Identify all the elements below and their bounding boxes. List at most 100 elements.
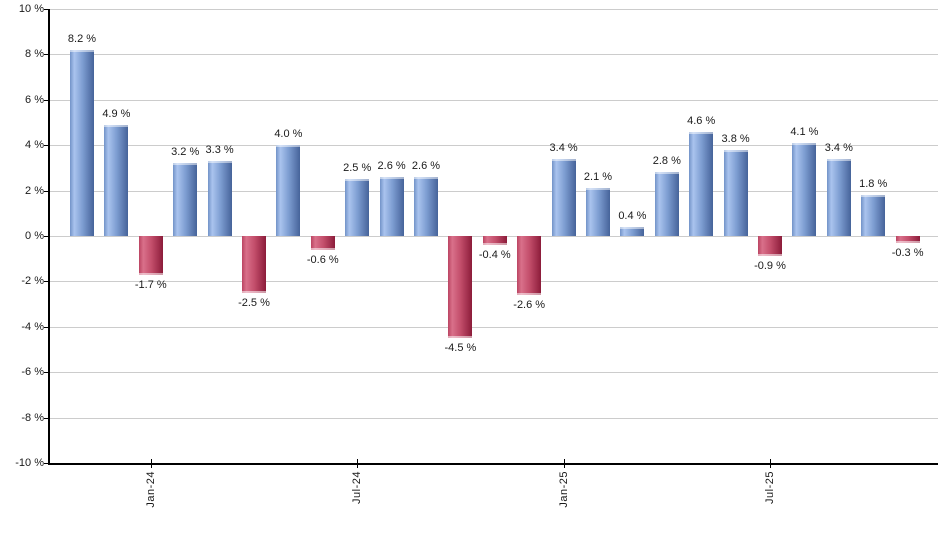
bar-cap-top bbox=[551, 158, 576, 161]
bar-cap-bottom bbox=[517, 293, 542, 296]
bar-value-label: 2.6 % bbox=[411, 159, 441, 172]
bar-cap-bottom bbox=[242, 290, 266, 293]
bar-value-label: 2.8 % bbox=[652, 155, 681, 168]
gridline bbox=[50, 190, 938, 192]
gridline bbox=[50, 326, 938, 328]
y-axis-tick bbox=[44, 9, 50, 10]
bar-value-label: -0.4 % bbox=[478, 249, 511, 262]
bar-value-label: 0.4 % bbox=[618, 209, 647, 222]
bar-cap-bottom bbox=[448, 336, 473, 339]
bar bbox=[138, 236, 163, 275]
bar bbox=[689, 131, 714, 236]
bar-cap-top bbox=[379, 176, 404, 179]
bar-cap-bottom bbox=[482, 243, 507, 246]
bar bbox=[654, 172, 679, 236]
bar bbox=[276, 145, 301, 236]
bar-cap-bottom bbox=[138, 272, 163, 275]
x-axis-tick bbox=[357, 459, 359, 468]
bar bbox=[242, 236, 266, 293]
gridline bbox=[50, 417, 938, 419]
bar-cap-top bbox=[861, 195, 886, 198]
bar-value-label: -0.3 % bbox=[891, 246, 924, 259]
bar-value-label: 2.5 % bbox=[343, 162, 372, 175]
bar-value-label: 2.1 % bbox=[583, 171, 613, 184]
y-axis-label: 10 % bbox=[18, 3, 44, 15]
bar bbox=[379, 176, 404, 236]
bar bbox=[482, 236, 507, 246]
bar-cap-top bbox=[723, 149, 748, 152]
bar bbox=[861, 195, 886, 236]
bar bbox=[826, 158, 851, 236]
y-axis-label: -10 % bbox=[15, 457, 44, 469]
x-axis-tick-label: Jul-25 bbox=[762, 471, 778, 504]
bar-cap-top bbox=[792, 142, 817, 145]
gridline bbox=[50, 281, 938, 283]
gridline bbox=[50, 145, 938, 147]
bar-value-label: 3.4 % bbox=[549, 141, 578, 154]
y-axis-tick bbox=[44, 54, 50, 56]
bar-value-label: 4.6 % bbox=[687, 114, 716, 127]
bar-value-label: 4.0 % bbox=[274, 128, 303, 141]
y-axis-tick bbox=[44, 281, 50, 283]
y-axis-tick bbox=[44, 99, 50, 101]
bar-value-label: -0.6 % bbox=[306, 253, 339, 266]
bar bbox=[895, 236, 920, 243]
bar-value-label: 2.6 % bbox=[377, 159, 406, 172]
bar-value-label: -2.5 % bbox=[238, 296, 270, 309]
y-axis-tick bbox=[44, 463, 50, 464]
bar bbox=[448, 236, 473, 339]
bar bbox=[792, 142, 817, 236]
gridline bbox=[50, 54, 938, 56]
x-axis-tick-label-text: Jul-25 bbox=[764, 471, 776, 504]
bar-cap-top bbox=[414, 176, 438, 179]
bar-cap-bottom bbox=[758, 254, 782, 257]
x-axis-tick-label: Jan-24 bbox=[143, 471, 159, 508]
bar bbox=[104, 124, 129, 236]
y-axis-label: -2 % bbox=[21, 275, 44, 288]
bar-cap-top bbox=[104, 124, 129, 127]
y-axis-label: -4 % bbox=[21, 320, 44, 333]
bar-value-label: 4.1 % bbox=[790, 125, 819, 138]
y-axis-label: -6 % bbox=[21, 366, 44, 379]
bar bbox=[207, 161, 232, 236]
x-axis-tick-label-text: Jan-24 bbox=[144, 471, 157, 508]
y-axis-label: 2 % bbox=[25, 184, 44, 197]
gridline bbox=[50, 9, 938, 10]
bar bbox=[758, 236, 782, 257]
bar-value-label: 8.2 % bbox=[67, 32, 97, 45]
bar bbox=[414, 176, 438, 236]
y-axis-tick bbox=[44, 417, 50, 419]
bar bbox=[620, 226, 645, 236]
bar-value-label: 1.8 % bbox=[859, 178, 888, 191]
bar-cap-top bbox=[70, 49, 94, 52]
bar bbox=[173, 163, 198, 236]
bar-cap-top bbox=[586, 188, 610, 191]
gridline bbox=[50, 372, 938, 374]
y-axis-tick bbox=[44, 145, 50, 147]
bar bbox=[70, 49, 94, 236]
bar-value-label: 4.9 % bbox=[102, 107, 131, 120]
bar-value-label: 3.4 % bbox=[824, 141, 853, 154]
y-axis-tick bbox=[44, 326, 50, 328]
x-axis-tick bbox=[563, 459, 565, 468]
bar bbox=[586, 188, 610, 236]
bar bbox=[310, 236, 335, 250]
bar-value-label: -4.5 % bbox=[444, 342, 477, 355]
gridline bbox=[50, 99, 938, 101]
bar-cap-bottom bbox=[310, 247, 335, 250]
y-axis-label: 6 % bbox=[25, 93, 44, 106]
y-axis-tick bbox=[44, 236, 50, 237]
y-axis-label: 8 % bbox=[25, 48, 44, 61]
bar-cap-top bbox=[345, 179, 370, 182]
bar-value-label: 3.3 % bbox=[205, 144, 234, 157]
y-axis-label: 4 % bbox=[25, 139, 44, 152]
bar-cap-top bbox=[276, 145, 301, 148]
bar-value-label: -0.9 % bbox=[754, 260, 786, 273]
bar-cap-top bbox=[207, 161, 232, 164]
y-axis-label: 0 % bbox=[25, 230, 44, 242]
x-axis-tick-label-text: Jul-24 bbox=[351, 471, 364, 504]
y-axis-tick bbox=[44, 190, 50, 192]
x-axis-tick bbox=[150, 459, 152, 468]
bar bbox=[517, 236, 542, 296]
